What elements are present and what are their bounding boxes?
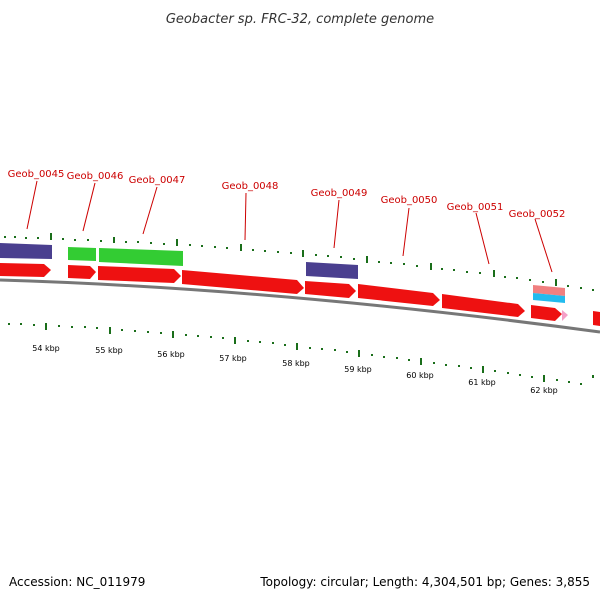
forward-genes	[0, 263, 600, 326]
kbp-label: 57 kbp	[219, 354, 247, 363]
accession-text: Accession: NC_011979	[9, 575, 145, 589]
topology-text: Topology: circular; Length: 4,304,501 bp…	[259, 575, 590, 589]
gene-arrow	[0, 263, 51, 277]
gene-label: Geob_0045	[8, 169, 65, 180]
outer-scale-ticks	[4, 233, 594, 291]
gene-block-green	[68, 247, 96, 261]
rna-block-cyan	[533, 293, 565, 303]
map-title: Geobacter sp. FRC-32, complete genome	[166, 12, 434, 27]
gene-block-green	[99, 248, 183, 266]
gene-arrow	[531, 305, 562, 321]
rna-arrow	[562, 310, 568, 321]
genome-backbone	[0, 278, 600, 334]
gene-label: Geob_0052	[509, 209, 566, 220]
gene-arrow	[442, 294, 525, 317]
label-leader-lines	[26, 180, 553, 273]
gene-arrow	[182, 270, 304, 294]
gene-arrow	[305, 281, 356, 298]
gene-label: Geob_0046	[67, 171, 124, 182]
inner-scale-ticks	[8, 323, 594, 385]
kbp-label: 55 kbp	[95, 346, 123, 355]
kbp-label: 56 kbp	[157, 350, 185, 359]
gene-arrow	[358, 284, 440, 306]
gene-arrow	[98, 266, 181, 283]
gene-arrow	[593, 311, 600, 326]
gene-block-blue	[0, 243, 52, 259]
kbp-label: 60 kbp	[406, 371, 434, 380]
rna-block-pink	[533, 285, 565, 296]
kbp-label: 61 kbp	[468, 378, 496, 387]
gene-label: Geob_0049	[311, 188, 368, 199]
gene-block-blue	[306, 262, 358, 279]
gene-arrow	[68, 265, 96, 279]
gene-label: Geob_0047	[129, 175, 186, 186]
gene-label: Geob_0051	[447, 202, 504, 213]
gene-label: Geob_0050	[381, 195, 438, 206]
kbp-label: 62 kbp	[530, 386, 558, 395]
kbp-label: 59 kbp	[344, 365, 372, 374]
kbp-label: 58 kbp	[282, 359, 310, 368]
gene-label: Geob_0048	[222, 181, 279, 192]
kbp-label: 54 kbp	[32, 344, 60, 353]
